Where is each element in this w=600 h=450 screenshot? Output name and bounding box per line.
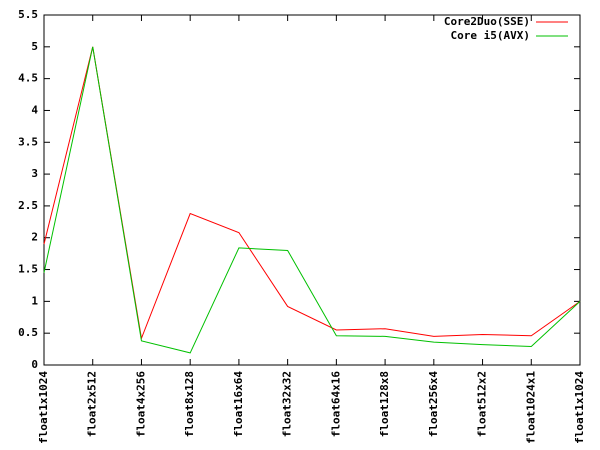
legend-label: Core2Duo(SSE) [444, 15, 530, 28]
y-tick-label: 5 [31, 40, 38, 53]
y-tick-label: 2.5 [18, 199, 38, 212]
x-tick-label: float256x4 [427, 371, 440, 438]
x-tick-label: float8x128 [183, 371, 196, 437]
y-tick-label: 4 [31, 103, 38, 116]
legend-label: Core i5(AVX) [451, 29, 530, 42]
x-tick-label: float1x1024 [37, 371, 50, 444]
series-line [43, 46, 581, 341]
y-tick-label: 0 [31, 358, 38, 371]
x-tick-label: float64x16 [329, 371, 342, 438]
series-line [43, 46, 581, 354]
plot-frame [43, 14, 581, 366]
y-tick-label: 1.5 [18, 263, 38, 276]
y-tick-label: 3 [31, 167, 38, 180]
y-tick-label: 5.5 [18, 8, 38, 21]
y-tick-label: 2 [31, 231, 38, 244]
x-tick-label: float128x8 [378, 371, 391, 437]
x-tick-label: float1024x1 [524, 371, 537, 444]
x-tick-label: float4x256 [134, 371, 147, 438]
y-tick-label: 1 [31, 294, 38, 307]
x-tick-label: float1x1024 [573, 371, 586, 444]
x-tick-label: float32x32 [281, 371, 294, 437]
x-tick-label: float2x512 [86, 371, 99, 437]
x-tick-label: float16x64 [232, 371, 245, 438]
y-tick-label: 0.5 [18, 326, 38, 339]
y-tick-label: 4.5 [18, 72, 38, 85]
x-tick-label: float512x2 [476, 371, 489, 437]
y-tick-label: 3.5 [18, 135, 38, 148]
